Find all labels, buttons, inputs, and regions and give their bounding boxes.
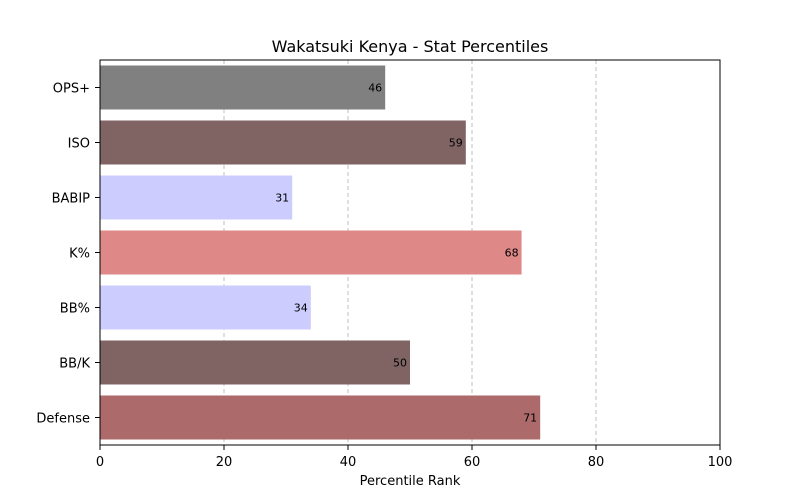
plot-frame	[99, 59, 721, 446]
bar-value-label: 50	[393, 357, 407, 370]
y-tick-label: BABIP	[52, 192, 91, 207]
bar-value-labels: 46 59 31 68 34 50 71	[275, 82, 537, 425]
bar-value-label: 46	[368, 82, 382, 95]
bar	[100, 340, 410, 385]
x-tick-label: 100	[708, 455, 733, 470]
x-tick-label: 0	[96, 455, 104, 470]
bar-value-label: 71	[523, 412, 537, 425]
bar-value-label: 31	[275, 192, 289, 205]
y-tick-label: Defense	[36, 412, 90, 427]
y-tick-label: BB/K	[59, 357, 90, 372]
y-tick-label: K%	[69, 247, 90, 262]
bars	[100, 65, 541, 440]
chart-title: Wakatsuki Kenya - Stat Percentiles	[272, 37, 549, 56]
bar-value-label: 68	[505, 247, 519, 260]
bar	[100, 230, 522, 275]
x-tick-label: 40	[340, 455, 357, 470]
y-tick-label: ISO	[68, 137, 90, 152]
x-axis-label: Percentile Rank	[360, 474, 461, 489]
bar-value-label: 59	[449, 137, 463, 150]
y-tick-label: BB%	[60, 302, 90, 317]
y-axis-ticks: OPS+ ISO BABIP K% BB% BB/K Defense	[36, 82, 100, 427]
x-tick-label: 80	[588, 455, 605, 470]
bar	[100, 395, 541, 440]
x-axis-ticks: 0 20 40 60 80 100	[96, 445, 733, 470]
bar	[100, 285, 311, 330]
y-tick-label: OPS+	[53, 82, 90, 97]
bar	[100, 120, 466, 165]
x-tick-label: 20	[216, 455, 233, 470]
bar-value-label: 34	[294, 302, 308, 315]
x-tick-label: 60	[464, 455, 481, 470]
bar	[100, 175, 293, 220]
bar	[100, 65, 386, 110]
